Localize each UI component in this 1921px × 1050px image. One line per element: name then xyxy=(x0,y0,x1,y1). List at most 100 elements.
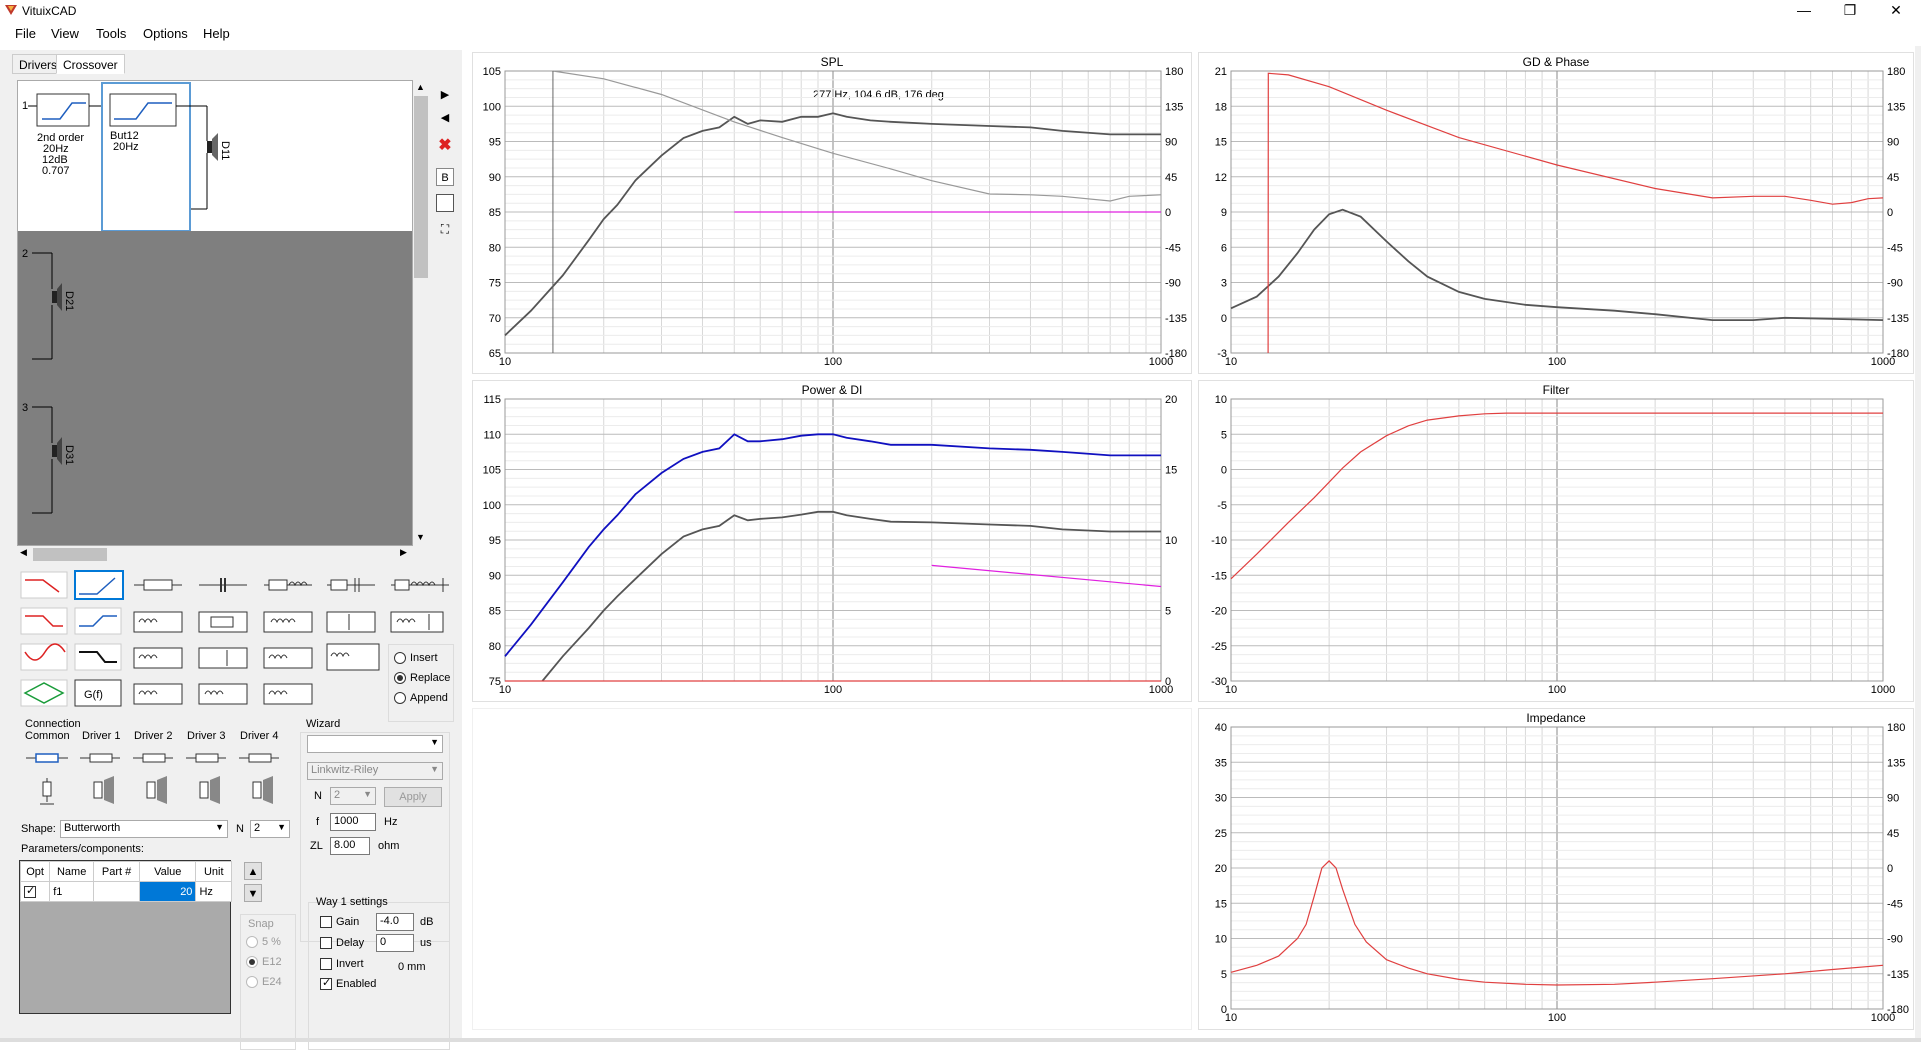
opt-checkbox[interactable] xyxy=(24,884,36,898)
blank-square-icon[interactable] xyxy=(436,194,454,212)
menu-options[interactable]: Options xyxy=(143,26,188,41)
wizard-zl-input[interactable]: 8.00 xyxy=(330,837,370,855)
scroll-up-icon[interactable]: ▲ xyxy=(416,82,425,92)
network-a-button[interactable] xyxy=(133,683,183,705)
conn-driver3-series-icon[interactable] xyxy=(186,753,226,763)
network-complex-button[interactable] xyxy=(326,643,380,671)
scroll-thumb[interactable] xyxy=(414,96,428,278)
driver-d21-icon[interactable] xyxy=(52,291,57,303)
snap-e12-radio[interactable]: E12 xyxy=(246,956,282,969)
name-cell[interactable]: f1 xyxy=(49,881,95,902)
conn-driver4-shunt-icon[interactable] xyxy=(252,776,273,804)
menu-view[interactable]: View xyxy=(51,26,79,41)
opt-cell[interactable] xyxy=(19,881,51,902)
conn-driver2-series-icon[interactable] xyxy=(133,753,173,763)
gain-checkbox[interactable]: Gain xyxy=(320,916,359,929)
insert-radio[interactable]: Insert xyxy=(394,652,438,665)
highpass-button[interactable] xyxy=(74,570,124,600)
circuit-editor[interactable]: 1 2nd order 20Hz 12dB 0.707 But12 20Hz D… xyxy=(17,80,413,546)
enabled-checkbox[interactable]: Enabled xyxy=(320,976,376,991)
append-radio[interactable]: Append xyxy=(394,692,448,705)
allpass-button[interactable] xyxy=(20,643,68,671)
inductor-button[interactable] xyxy=(264,579,312,591)
network-c-button[interactable] xyxy=(263,683,313,705)
replace-radio[interactable]: Replace xyxy=(394,672,450,685)
notch-r-l-button[interactable] xyxy=(133,611,183,633)
delay-checkbox[interactable]: Delay xyxy=(320,937,364,950)
delay-input[interactable]: 0 xyxy=(376,934,414,952)
menu-tools[interactable]: Tools xyxy=(96,26,127,41)
tab-drivers[interactable]: Drivers xyxy=(12,54,64,74)
wizard-apply-button[interactable]: Apply xyxy=(384,787,442,807)
gain-input[interactable]: -4.0 xyxy=(376,913,414,931)
move-right-icon[interactable]: ▶ xyxy=(440,89,450,101)
scroll-down-icon[interactable]: ▼ xyxy=(416,532,425,542)
menu-help[interactable]: Help xyxy=(203,26,230,41)
highpass-shelf-button[interactable] xyxy=(74,607,122,635)
capacitor-button[interactable] xyxy=(199,578,247,592)
network-b-button[interactable] xyxy=(198,683,248,705)
series-rl-cap-button[interactable] xyxy=(198,647,248,669)
highpass-block-1[interactable] xyxy=(36,93,90,127)
snap-e24-radio[interactable]: E24 xyxy=(246,976,282,989)
move-up-icon[interactable]: ▲ xyxy=(244,862,262,880)
resistor-button[interactable] xyxy=(134,579,182,591)
parameters-table[interactable]: Opt Name Part # Value Unit f1 20 Hz xyxy=(19,860,232,1014)
conn-driver1-shunt-icon[interactable] xyxy=(93,776,114,804)
conn-common-series-icon[interactable] xyxy=(26,753,68,763)
wizard-alignment-select[interactable]: Linkwitz-Riley ▼ xyxy=(307,762,443,780)
circuit-vertical-scrollbar[interactable]: ▲ ▼ xyxy=(413,80,430,546)
invert-checkbox[interactable]: Invert xyxy=(320,958,364,971)
conn-driver2-shunt-icon[interactable] xyxy=(146,776,167,804)
parallel-rlc-button[interactable] xyxy=(390,611,444,633)
fit-view-icon[interactable]: ⛶ xyxy=(440,222,450,236)
driver-d11-icon[interactable] xyxy=(207,141,212,153)
scroll-left-icon[interactable]: ◀ xyxy=(20,547,27,557)
step-button[interactable] xyxy=(74,643,122,671)
parallel-rl-button[interactable] xyxy=(263,611,313,633)
value-cell[interactable]: 20 xyxy=(139,881,197,902)
lowpass-shelf-button[interactable] xyxy=(20,607,68,635)
series-lc-button[interactable] xyxy=(133,647,183,669)
conn-driver1-series-icon[interactable] xyxy=(80,753,120,763)
wizard-n-select[interactable]: 2 ▼ xyxy=(330,787,376,805)
lowpass-button[interactable] xyxy=(20,571,68,599)
shape-select[interactable]: Butterworth ▼ xyxy=(60,820,228,838)
parallel-lc-button[interactable] xyxy=(326,611,376,633)
parallel-rc-button[interactable] xyxy=(198,611,248,633)
conn-driver4-series-icon[interactable] xyxy=(239,753,279,763)
delete-icon[interactable]: ✖ xyxy=(438,137,452,154)
close-button[interactable]: ✕ xyxy=(1890,2,1902,18)
series-line-red xyxy=(1267,72,1884,354)
power-di-graph[interactable]: Power & DI 115 110 105 100 95 90 85 80 75 20 15 10 5… xyxy=(472,380,1192,702)
minimize-button[interactable]: — xyxy=(1797,2,1811,18)
hscroll-thumb[interactable] xyxy=(33,548,107,561)
move-down-icon[interactable]: ▼ xyxy=(244,884,262,902)
menu-file[interactable]: File xyxy=(15,26,36,41)
conn-common-shunt-icon[interactable] xyxy=(40,778,54,805)
wizard-f-input[interactable]: 1000 xyxy=(330,813,376,831)
gd-phase-graph[interactable]: GD & Phase 21 18 15 12 9 6 3 0 -3 180 135 90 45 0 -45 -… xyxy=(1198,52,1914,374)
move-left-icon[interactable]: ◀ xyxy=(440,112,450,124)
maximize-button[interactable]: ❐ xyxy=(1843,2,1857,18)
filter-graph[interactable]: Filter 10 5 0 -5 -10 -15 -20 -25 -30 10 100 1000 xyxy=(1198,380,1914,702)
rc-series-button[interactable] xyxy=(327,578,375,592)
table-row[interactable]: f1 20 Hz xyxy=(19,881,232,902)
tab-crossover[interactable]: Crossover xyxy=(56,54,125,74)
b-button[interactable]: B xyxy=(436,168,454,186)
spl-graph[interactable]: SPL 277 Hz, 104.6 dB, 176 deg 105 100 95 90… xyxy=(472,52,1192,374)
wizard-type-select[interactable]: ▼ xyxy=(307,735,443,753)
shape-n-select[interactable]: 2 ▼ xyxy=(250,820,290,838)
impedance-graph[interactable]: Impedance 40 35 30 25 20 15 10 5 0 180 135 90 45 0 -45… xyxy=(1198,708,1914,1030)
scroll-right-icon[interactable]: ▶ xyxy=(400,547,407,557)
conn-driver3-shunt-icon[interactable] xyxy=(199,776,220,804)
bandpass-button[interactable] xyxy=(20,679,68,707)
snap-5pct-radio[interactable]: 5 % xyxy=(246,936,281,949)
part-cell[interactable] xyxy=(93,881,141,902)
network-rlc-button[interactable] xyxy=(263,647,313,669)
driver-d31-icon[interactable] xyxy=(52,445,57,457)
rl-series-button[interactable] xyxy=(391,578,449,592)
gf-button[interactable]: G(f) xyxy=(74,679,122,707)
circuit-horizontal-scrollbar[interactable]: ◀ ▶ xyxy=(17,546,413,563)
unit-cell[interactable]: Hz xyxy=(195,881,232,902)
